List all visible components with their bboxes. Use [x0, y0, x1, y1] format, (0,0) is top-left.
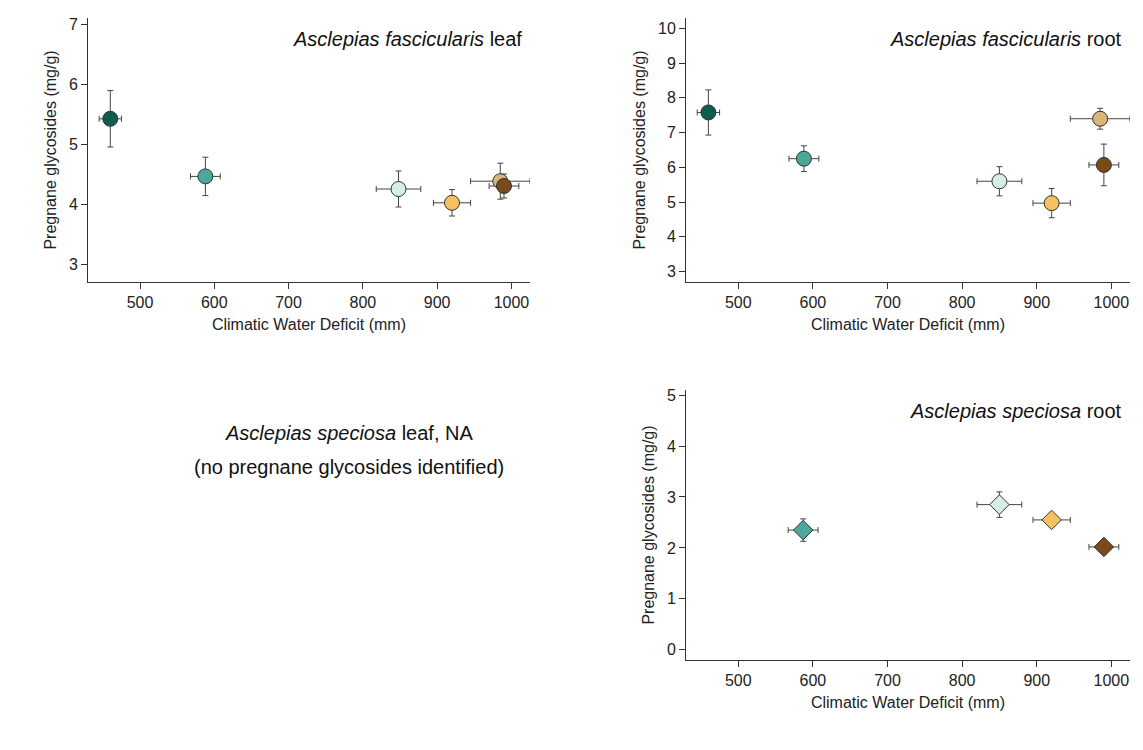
svg-text:4: 4 — [667, 228, 676, 245]
svg-text:Asclepias fascicularis root: Asclepias fascicularis root — [890, 28, 1122, 50]
svg-text:900: 900 — [424, 294, 451, 311]
svg-text:800: 800 — [949, 294, 976, 311]
svg-text:Climatic Water Deficit (mm): Climatic Water Deficit (mm) — [212, 316, 406, 333]
svg-text:7: 7 — [69, 16, 78, 33]
svg-text:600: 600 — [800, 672, 827, 689]
svg-text:Pregnane glycosides (mg/g): Pregnane glycosides (mg/g) — [631, 50, 648, 249]
svg-text:700: 700 — [874, 294, 901, 311]
svg-text:1000: 1000 — [1094, 672, 1130, 689]
svg-text:Climatic Water Deficit (mm): Climatic Water Deficit (mm) — [811, 694, 1005, 711]
svg-text:Asclepias speciosa root: Asclepias speciosa root — [910, 400, 1122, 422]
svg-text:800: 800 — [949, 672, 976, 689]
svg-text:3: 3 — [667, 489, 676, 506]
svg-text:(no pregnane glycosides identi: (no pregnane glycosides identified) — [194, 456, 504, 478]
svg-text:Climatic Water Deficit (mm): Climatic Water Deficit (mm) — [811, 316, 1005, 333]
svg-text:Pregnane glycosides (mg/g): Pregnane glycosides (mg/g) — [42, 50, 59, 249]
svg-text:10: 10 — [658, 20, 676, 37]
svg-text:5: 5 — [69, 136, 78, 153]
svg-text:0: 0 — [667, 641, 676, 658]
svg-text:500: 500 — [725, 672, 752, 689]
svg-text:Pregnane glycosides (mg/g): Pregnane glycosides (mg/g) — [640, 425, 657, 624]
svg-text:9: 9 — [667, 55, 676, 72]
svg-text:700: 700 — [874, 672, 901, 689]
svg-text:3: 3 — [667, 263, 676, 280]
svg-text:1000: 1000 — [494, 294, 530, 311]
svg-text:500: 500 — [127, 294, 154, 311]
svg-text:600: 600 — [800, 294, 827, 311]
svg-text:600: 600 — [201, 294, 228, 311]
svg-text:6: 6 — [667, 159, 676, 176]
svg-text:500: 500 — [725, 294, 752, 311]
svg-text:Asclepias speciosa leaf, NA: Asclepias speciosa leaf, NA — [225, 422, 473, 444]
svg-text:8: 8 — [667, 89, 676, 106]
svg-text:1: 1 — [667, 590, 676, 607]
svg-text:800: 800 — [350, 294, 377, 311]
svg-text:4: 4 — [667, 438, 676, 455]
svg-text:900: 900 — [1023, 294, 1050, 311]
svg-text:900: 900 — [1023, 672, 1050, 689]
svg-text:5: 5 — [667, 387, 676, 404]
svg-text:7: 7 — [667, 124, 676, 141]
svg-text:4: 4 — [69, 196, 78, 213]
svg-text:700: 700 — [275, 294, 302, 311]
svg-text:Asclepias fascicularis leaf: Asclepias fascicularis leaf — [293, 28, 522, 50]
svg-text:1000: 1000 — [1094, 294, 1130, 311]
svg-text:3: 3 — [69, 256, 78, 273]
svg-text:5: 5 — [667, 194, 676, 211]
svg-text:6: 6 — [69, 76, 78, 93]
svg-text:2: 2 — [667, 540, 676, 557]
